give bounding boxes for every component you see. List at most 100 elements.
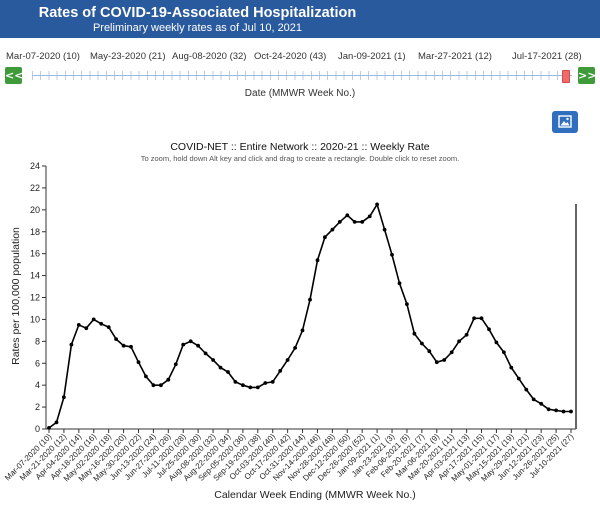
y-tick-label: 4 [35,380,40,390]
data-point [99,321,104,326]
data-point [524,387,529,392]
data-point [472,316,476,321]
date-label: Jan-09-2021 (1) [338,51,406,62]
data-point [382,227,387,232]
previous-week-button[interactable]: << [5,67,24,84]
y-tick-label: 8 [35,336,40,346]
data-point [218,365,223,370]
data-point [62,395,66,400]
date-label: Jul-17-2021 (28) [512,51,582,62]
data-point [352,220,357,224]
y-tick-label: 10 [30,314,40,324]
data-point [233,380,238,384]
data-point [569,409,573,414]
y-axis-label: Rates per 100,000 population [10,227,22,365]
data-point [263,381,268,385]
data-point [502,350,506,355]
data-points [47,202,573,430]
data-point [360,220,365,224]
date-slider-labels: Mar-07-2020 (10) May-23-2020 (21) Aug-08… [0,51,600,65]
date-label: Aug-08-2020 (32) [172,51,247,62]
data-point [397,281,402,286]
data-point [188,339,193,344]
page-header: Rates of COVID-19-Associated Hospitaliza… [0,0,600,38]
data-point [181,342,186,347]
page-subtitle: Preliminary weekly rates as of Jul 10, 2… [92,22,303,34]
y-tick-label: 22 [30,183,40,193]
y-tick-label: 20 [30,205,40,215]
data-point [546,407,551,412]
data-point [509,365,514,370]
data-point [248,385,253,390]
data-point [308,297,312,302]
data-point [300,328,305,333]
data-point [151,383,156,388]
data-point [196,343,201,348]
y-tick-label: 2 [35,402,40,412]
date-label: Mar-07-2020 (10) [6,51,80,62]
date-label: Oct-24-2020 (43) [254,51,327,62]
data-point [278,369,283,373]
data-point [211,358,216,362]
data-point [106,325,111,329]
data-point [479,316,484,321]
data-point [539,401,544,406]
data-point [390,252,394,257]
y-tick-label: 14 [30,271,40,281]
data-point [516,376,521,381]
data-point [323,235,327,240]
data-point [330,227,335,232]
slider-handle[interactable] [562,70,570,83]
data-point [405,302,409,306]
data-point [293,346,297,350]
data-point [285,358,290,362]
y-tick-label: 16 [30,249,40,259]
slider-line [32,75,572,76]
data-point [136,360,141,365]
data-point [270,380,275,384]
data-point [337,220,342,224]
data-point [367,214,372,219]
series-line [48,202,571,429]
date-label: May-23-2020 (21) [90,51,166,62]
data-point [69,342,74,347]
data-point [375,202,379,207]
data-point [54,420,59,425]
data-point [442,358,447,362]
data-point [144,374,148,379]
data-point [464,332,469,337]
data-point [315,258,320,263]
date-label: Mar-27-2021 (12) [418,51,492,62]
data-point [554,408,558,413]
data-point [449,350,454,355]
date-slider-track[interactable] [32,70,572,83]
data-point [47,426,51,430]
slider-caption: Date (MMWR Week No.) [244,88,356,99]
chart-hint: To zoom, hold down Alt key and click and… [140,154,460,163]
data-point [203,351,208,356]
data-point [159,383,163,388]
y-tick-label: 0 [35,424,40,434]
data-point [494,340,499,345]
data-point [173,362,178,367]
chart-title: COVID-NET :: Entire Network :: 2020-21 :… [170,141,430,153]
data-point [487,327,491,332]
download-image-button[interactable] [552,111,578,133]
data-point [255,385,260,390]
data-point [561,409,566,414]
y-tick-label: 6 [35,358,40,368]
data-point [84,326,89,331]
data-point [241,383,245,388]
next-week-button[interactable]: >> [578,67,597,84]
y-tick-label: 18 [30,227,40,237]
y-tick-label: 12 [30,293,40,303]
x-axis-label: Calendar Week Ending (MMWR Week No.) [214,489,416,501]
data-point [121,343,126,348]
data-point [420,341,424,346]
data-point [345,213,350,218]
data-point [434,360,439,365]
y-tick-label: 24 [30,161,40,171]
data-point [76,323,81,327]
